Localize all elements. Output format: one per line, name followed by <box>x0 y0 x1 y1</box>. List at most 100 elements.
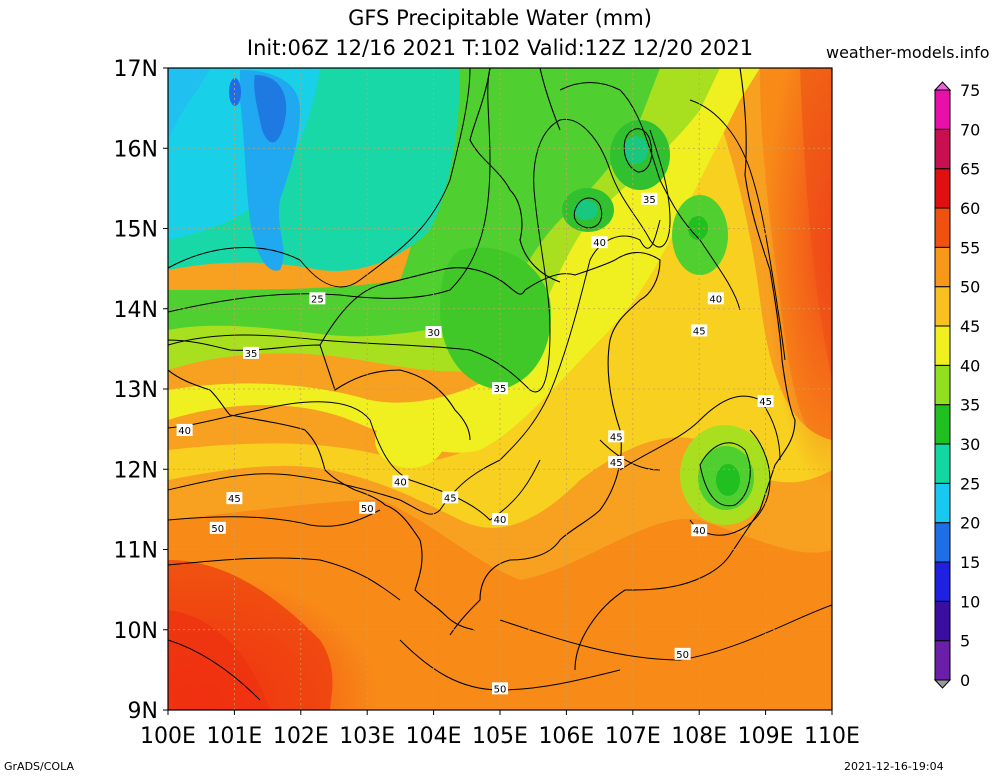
colorbar-swatch <box>934 640 951 681</box>
contour-label: 45 <box>759 397 772 408</box>
colorbar-label: 30 <box>960 435 980 454</box>
x-tick-label: 105E <box>472 724 528 749</box>
contour-label: 35 <box>245 349 258 360</box>
colorbar-label: 35 <box>960 396 980 415</box>
colorbar-upper-extend <box>933 81 952 91</box>
x-axis-ticks: 100E 101E 102E 103E 104E 105E 106E 107E 108E 109E… <box>140 710 860 749</box>
contour-label: 45 <box>693 326 706 337</box>
contour-label-bg <box>176 423 193 436</box>
colorbar-swatch <box>934 561 951 602</box>
x-tick-label: 108E <box>671 724 727 749</box>
contour-label: 35 <box>494 384 507 395</box>
y-tick-label: 12N <box>114 458 158 483</box>
colorbar-lower-extend <box>933 679 952 689</box>
colorbar-label: 15 <box>960 553 980 572</box>
colorbar-label: 75 <box>960 81 980 100</box>
contour-label: 50 <box>211 524 224 535</box>
contour-label-bg <box>209 521 226 534</box>
contour-label: 40 <box>693 526 706 537</box>
site-credit: weather-models.info <box>826 43 990 62</box>
colorbar-swatch <box>934 246 951 288</box>
y-tick-label: 17N <box>114 57 158 82</box>
colorbar-swatch <box>934 207 951 248</box>
footer-timestamp: 2021-12-16-19:04 <box>844 760 944 773</box>
colorbar-label: 60 <box>960 199 980 218</box>
colorbar-swatch <box>934 443 951 484</box>
chart-title: GFS Precipitable Water (mm) <box>348 6 652 30</box>
y-axis-ticks: 17N 16N 15N 14N 13N 12N 11N 10N 9N <box>114 57 168 724</box>
y-tick-label: 16N <box>114 137 158 162</box>
colorbar-label: 55 <box>960 238 980 257</box>
contour-label-bg <box>691 324 708 337</box>
y-tick-label: 13N <box>114 378 158 403</box>
contour-label-bg <box>359 501 376 514</box>
footer-credit: GrADS/COLA <box>4 760 74 773</box>
x-tick-label: 110E <box>804 724 860 749</box>
contour-label-bg <box>608 456 625 469</box>
contour-label-bg <box>591 236 608 249</box>
contour-label: 50 <box>494 684 507 695</box>
colorbar-label: 20 <box>960 514 980 533</box>
contour-label-bg <box>492 382 508 395</box>
contour-label: 40 <box>593 238 606 249</box>
x-tick-label: 102E <box>273 724 329 749</box>
contour-labels: 25 30 35 35 35 40 40 40 40 40 40 45 45 45 45 45 45 50 50 50… <box>176 192 774 695</box>
contour-label-bg <box>392 475 409 488</box>
contour-label: 25 <box>311 294 324 305</box>
contour-label: 50 <box>676 650 689 661</box>
colorbar-swatch <box>934 286 951 327</box>
x-tick-label: 106E <box>538 724 594 749</box>
y-tick-label: 10N <box>114 619 158 644</box>
chart-subtitle: Init:06Z 12/16 2021 T:102 Valid:12Z 12/2… <box>246 36 754 60</box>
contour-label-bg <box>492 682 508 695</box>
colorbar-label: 0 <box>960 671 970 690</box>
field-layer <box>168 68 832 710</box>
contour-label: 50 <box>361 504 374 515</box>
x-tick-label: 103E <box>339 724 395 749</box>
x-tick-label: 107E <box>605 724 661 749</box>
colorbar-swatch <box>934 600 951 642</box>
colorbar-swatch <box>934 364 951 406</box>
colorbar-label: 40 <box>960 356 980 375</box>
colorbar-swatch <box>934 522 951 563</box>
y-tick-label: 11N <box>114 539 158 564</box>
x-tick-label: 109E <box>738 724 794 749</box>
x-tick-label: 104E <box>406 724 462 749</box>
colorbar-swatch <box>934 89 951 130</box>
contour-label-bg <box>691 524 708 537</box>
contour-label-bg <box>757 395 774 408</box>
contour-label-bg <box>226 492 243 505</box>
contour-label: 40 <box>709 294 722 305</box>
contour-label-bg <box>608 430 625 443</box>
contour-label-bg <box>492 513 508 526</box>
colorbar-swatch <box>934 325 951 366</box>
contour-label: 40 <box>494 515 507 526</box>
contour-label-bg <box>442 491 459 504</box>
colorbar-label: 25 <box>960 474 980 493</box>
colorbar-label: 45 <box>960 317 980 336</box>
colorbar-label: 10 <box>960 592 980 611</box>
x-tick-label: 100E <box>140 724 196 749</box>
contour-label: 40 <box>394 477 407 488</box>
colorbar-label: 50 <box>960 278 980 297</box>
colorbar-swatch <box>934 168 951 209</box>
contour-label-bg <box>243 346 259 359</box>
y-tick-label: 14N <box>114 298 158 323</box>
y-tick-label: 9N <box>128 699 158 724</box>
contour-lines <box>168 68 832 701</box>
colorbar-label: 70 <box>960 120 980 139</box>
y-tick-label: 15N <box>114 218 158 243</box>
contour-label-bg <box>707 292 724 305</box>
contour-label: 30 <box>427 328 440 339</box>
contour-label: 45 <box>610 458 623 469</box>
contour-label: 45 <box>444 493 457 504</box>
contour-label: 35 <box>643 195 656 206</box>
contour-label-bg <box>309 292 326 305</box>
contour-label: 45 <box>610 432 623 443</box>
contour-label-bg <box>425 326 442 339</box>
contour-label: 40 <box>178 426 191 437</box>
colorbar-label: 5 <box>960 632 970 651</box>
x-tick-label: 101E <box>206 724 262 749</box>
contour-label-bg <box>641 192 658 205</box>
